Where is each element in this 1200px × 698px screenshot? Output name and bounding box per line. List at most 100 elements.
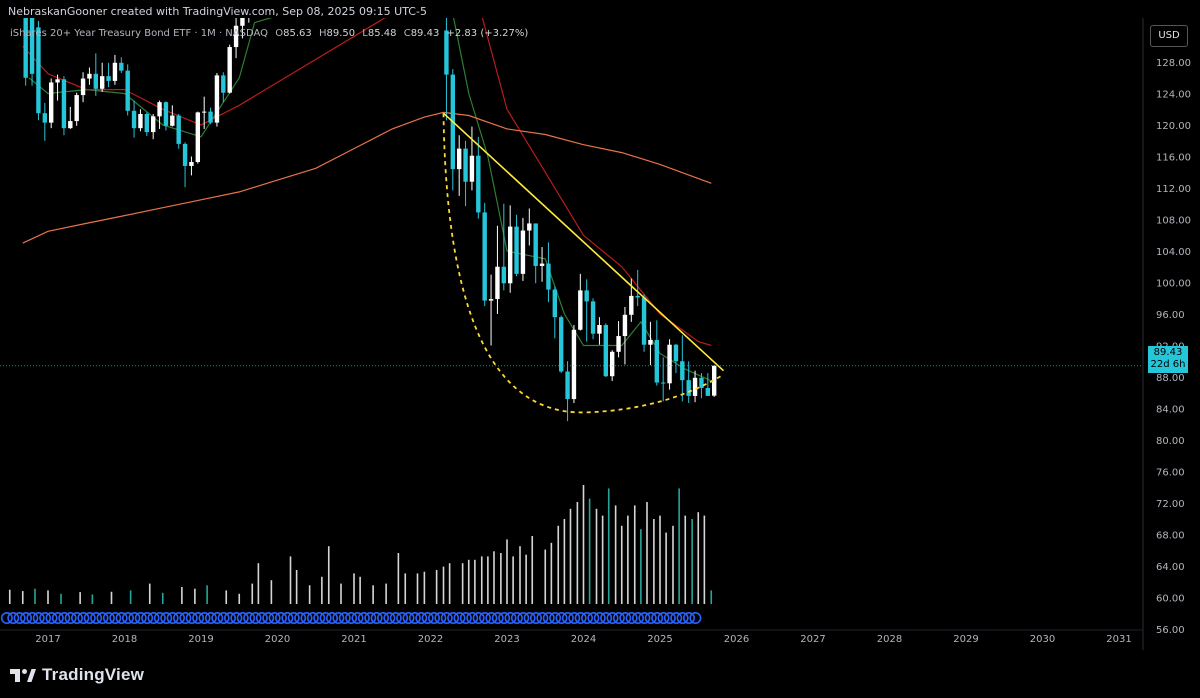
candles <box>23 18 717 422</box>
event-marker-icon <box>179 611 192 624</box>
candle-body <box>552 289 558 318</box>
candle-body <box>125 70 130 111</box>
event-marker-icon <box>147 611 160 624</box>
candle-body <box>74 95 79 122</box>
x-tick-label: 2031 <box>1106 634 1131 645</box>
time-axis: 2017 2018 2019 2020 2021 2022 2023 2024 2025 2026… <box>0 629 1143 645</box>
event-marker-icon <box>319 611 332 624</box>
x-tick-label: 2022 <box>418 634 443 645</box>
volume-bar <box>270 580 273 604</box>
event-marker-icon <box>593 611 606 624</box>
candle-body <box>660 382 666 384</box>
event-marker-icon <box>32 611 45 624</box>
y-tick-label: 56.00 <box>1156 625 1185 636</box>
event-marker-icon <box>217 611 230 624</box>
candle-body <box>603 325 609 377</box>
candle-body <box>654 339 660 383</box>
volume-bar <box>665 532 667 604</box>
volume-bar <box>206 585 208 604</box>
tradingview-logo[interactable]: TradingView <box>10 664 144 686</box>
x-tick-label: 2028 <box>877 634 902 645</box>
event-marker-icon <box>498 611 511 624</box>
event-marker-icon <box>485 611 498 624</box>
event-marker-icon <box>491 611 504 624</box>
ma-line-slow <box>22 111 712 244</box>
event-marker-icon <box>459 611 472 624</box>
volume-bar <box>525 554 527 604</box>
candle-body <box>648 339 653 345</box>
event-marker-icon <box>83 611 96 624</box>
candle-body <box>157 102 162 117</box>
candle-body <box>48 82 54 123</box>
volume-bar <box>181 587 183 604</box>
candle-body <box>578 290 583 330</box>
event-marker-icon <box>517 611 530 624</box>
y-tick-label: 64.00 <box>1156 562 1185 573</box>
event-marker-icon <box>198 611 211 624</box>
currency-button[interactable]: USD <box>1150 25 1188 47</box>
y-tick-label: 76.00 <box>1156 468 1185 479</box>
event-marker-icon <box>657 611 670 624</box>
candle-body <box>692 377 698 396</box>
event-marker-icon <box>427 611 440 624</box>
volume-bar <box>640 529 642 604</box>
event-marker-icon <box>631 611 644 624</box>
candle-body <box>597 325 602 334</box>
x-tick-label: 2029 <box>953 634 978 645</box>
volume-bar <box>506 539 508 604</box>
candle-body <box>507 226 513 284</box>
event-marker-icon <box>542 611 555 624</box>
event-marker-icon <box>447 611 460 624</box>
rounded-bottom-arc <box>442 113 724 414</box>
x-tick-label: 2018 <box>112 634 137 645</box>
event-marker-icon <box>294 611 307 624</box>
volume-bar <box>588 498 591 604</box>
candle-body <box>23 18 28 78</box>
candle-body <box>99 76 105 89</box>
candle-body <box>29 18 35 74</box>
event-marker-icon <box>211 611 224 624</box>
event-marker-icon <box>580 611 593 624</box>
candle-body <box>55 79 60 83</box>
last-price-value: 89.43 <box>1153 347 1183 358</box>
candle-body <box>558 317 564 372</box>
volume-bar <box>461 563 464 604</box>
candle-body <box>584 290 589 302</box>
candle-body <box>176 115 181 144</box>
candle-body <box>686 380 691 396</box>
event-marker-icon <box>478 611 491 624</box>
event-marker-icon <box>141 611 154 624</box>
price-chart[interactable]: 56.00 60.00 64.00 68.00 72.00 76.00 80.00 84.00… <box>0 18 1200 652</box>
event-marker-icon <box>421 611 434 624</box>
volume-bar <box>601 515 604 604</box>
candle-body <box>629 295 634 315</box>
volume-bar <box>359 576 361 604</box>
event-marker-icon <box>549 611 562 624</box>
volume-bar <box>257 563 260 604</box>
event-marker-icon <box>128 611 141 624</box>
volume-bar <box>500 553 502 604</box>
event-marker-icon <box>243 611 256 624</box>
volume-bar <box>646 502 648 604</box>
volume-bar <box>194 588 196 604</box>
event-marker-icon <box>262 611 275 624</box>
volume-bar <box>372 585 374 604</box>
event-marker-icon <box>357 611 370 624</box>
low-label: L <box>362 28 368 39</box>
event-marker-icon <box>440 611 453 624</box>
event-marker-icon <box>274 611 287 624</box>
volume-bar <box>60 593 62 604</box>
candle-body <box>80 78 86 96</box>
candle-body <box>590 301 596 334</box>
volume-bar <box>385 583 387 604</box>
event-marker-icon <box>370 611 383 624</box>
volume-bar <box>576 502 579 604</box>
volume-bar <box>397 553 400 604</box>
event-marker-icon <box>230 611 243 624</box>
candle-body <box>36 27 41 114</box>
event-marker-icon <box>0 611 13 624</box>
candle-body <box>68 121 73 129</box>
candle-body <box>112 62 118 81</box>
event-marker-icon <box>574 611 587 624</box>
volume-bar <box>308 585 311 604</box>
